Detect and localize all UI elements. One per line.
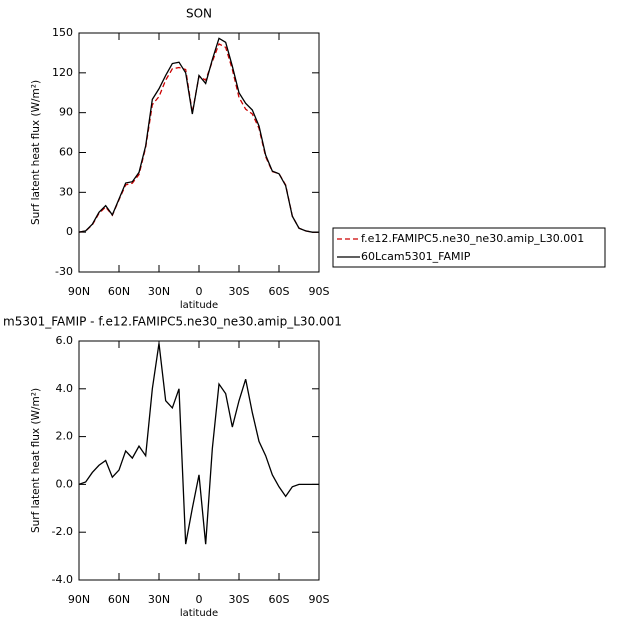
data-line [78,343,319,545]
y-tick-label: 120 [52,66,73,79]
x-tick-label: 60N [108,285,130,298]
x-tick-label: 90S [309,285,330,298]
y-tick-label: 150 [52,26,73,39]
x-tick-label: 30S [229,593,250,606]
x-tick-label: 90N [68,285,90,298]
legend-label: f.e12.FAMIPC5.ne30_ne30.amip_L30.001 [361,232,584,245]
plot-frame [78,340,320,581]
y-tick-label: -2.0 [52,525,73,538]
chart-title: SON [186,7,212,21]
x-tick-label: 30N [148,593,170,606]
y-tick-label: 0 [66,225,73,238]
chart-title: m5301_FAMIP - f.e12.FAMIPC5.ne30_ne30.am… [3,315,342,329]
x-tick-label: 0 [196,285,203,298]
legend-box [332,227,606,268]
x-tick-label: 60S [269,593,290,606]
y-tick-label: 4.0 [56,382,74,395]
y-tick-label: 30 [59,185,73,198]
x-tick-label: 90S [309,593,330,606]
y-axis-title: Surf latent heat flux (W/m²) [30,388,42,533]
y-tick-label: 2.0 [56,430,74,443]
plot-frame [78,32,320,273]
x-axis-title: latitude [180,300,218,311]
x-tick-label: 90N [68,593,90,606]
x-tick-label: 60S [269,285,290,298]
legend-label: 60Lcam5301_FAMIP [361,250,471,263]
x-tick-label: 0 [196,593,203,606]
x-tick-label: 30N [148,285,170,298]
y-tick-label: 6.0 [56,334,74,347]
y-tick-label: -4.0 [52,573,73,586]
x-tick-label: 60N [108,593,130,606]
y-tick-label: 90 [59,106,73,119]
y-tick-label: 60 [59,146,73,159]
y-axis-title: Surf latent heat flux (W/m²) [30,80,42,225]
y-tick-label: 0.0 [56,477,74,490]
data-line [78,37,319,233]
data-line [78,42,319,233]
x-axis-title: latitude [180,608,218,619]
y-tick-label: -30 [55,265,73,278]
x-tick-label: 30S [229,285,250,298]
